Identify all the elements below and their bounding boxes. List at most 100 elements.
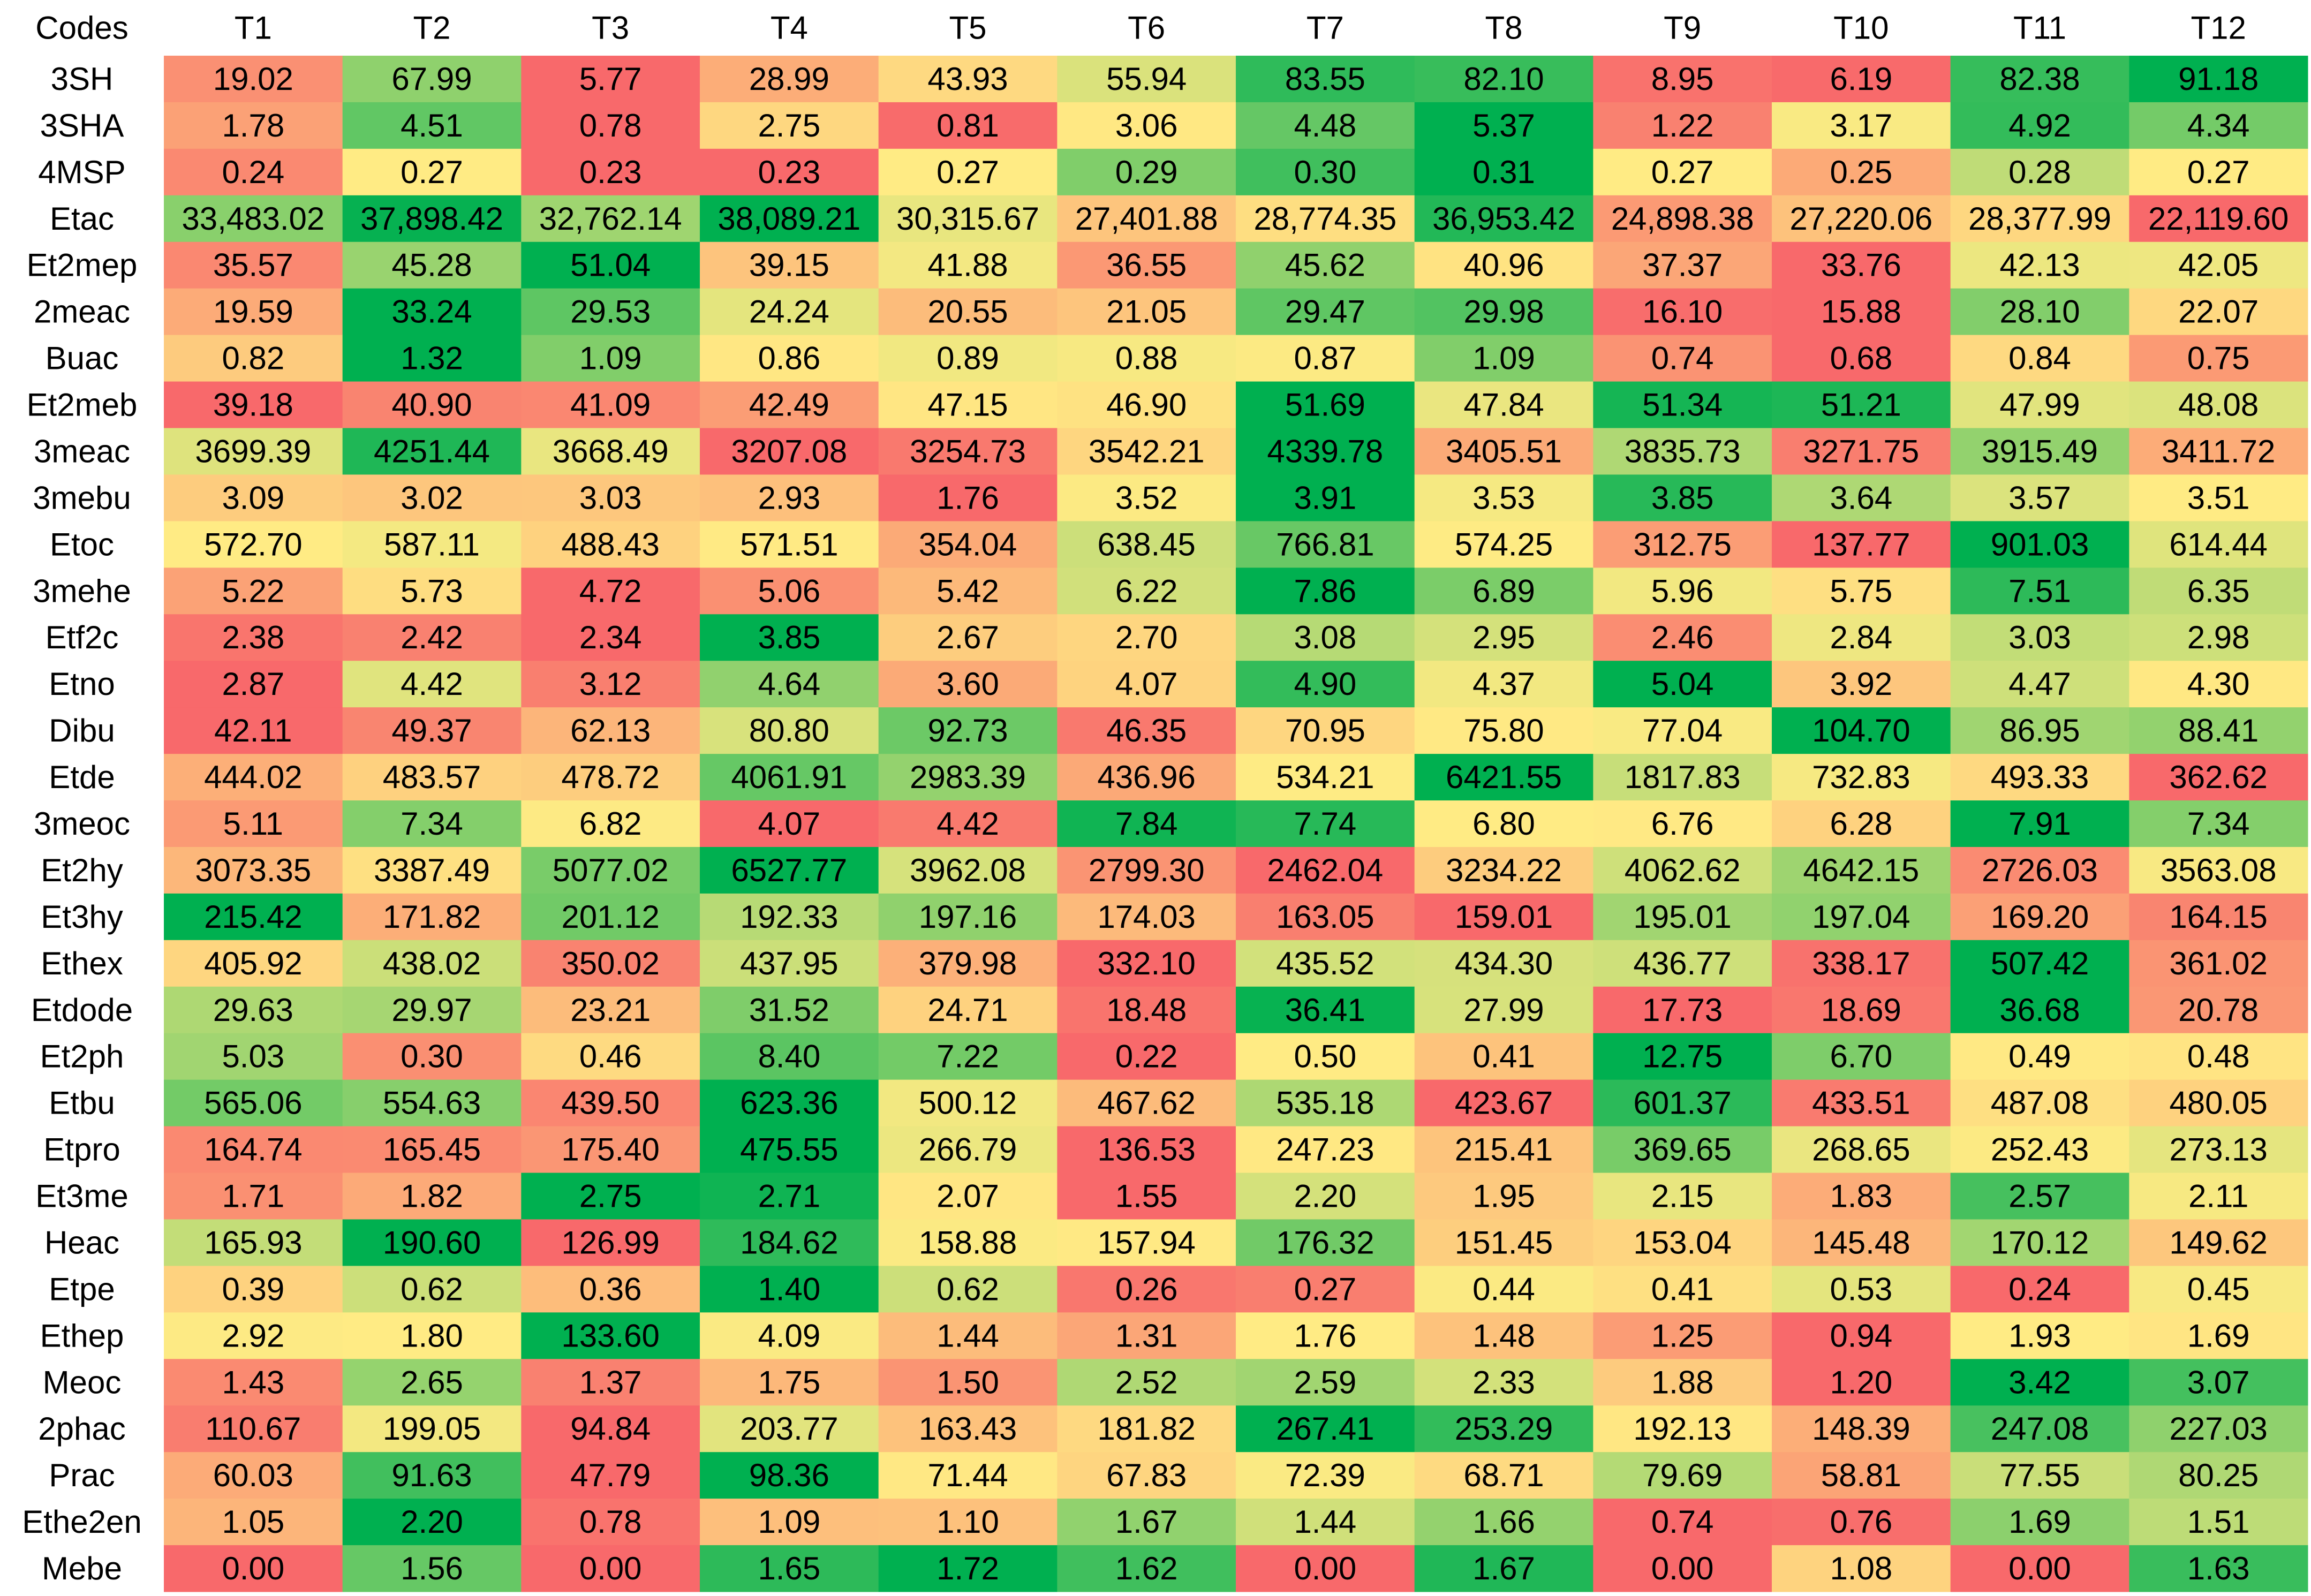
heatmap-cell bbox=[1593, 754, 1772, 801]
cell-value: 55.94 bbox=[1106, 61, 1187, 97]
cell-value: 1.62 bbox=[1115, 1550, 1178, 1586]
heatmap-cell bbox=[1950, 800, 2129, 848]
column-header-t12: T12 bbox=[2191, 10, 2246, 46]
heatmap-cell bbox=[1236, 102, 1415, 149]
cell-value: 82.10 bbox=[1463, 61, 1544, 97]
cell-value: 6.80 bbox=[1472, 806, 1535, 842]
cell-value: 2.34 bbox=[579, 619, 642, 655]
column-header-t10: T10 bbox=[1833, 10, 1889, 46]
cell-value: 5.04 bbox=[1651, 666, 1714, 702]
heatmap-cell bbox=[1593, 381, 1772, 429]
heatmap-cell bbox=[1057, 661, 1236, 708]
cell-value: 0.24 bbox=[2008, 1271, 2071, 1307]
cell-value: 136.53 bbox=[1097, 1132, 1196, 1168]
cell-value: 3254.73 bbox=[910, 433, 1026, 469]
cell-value: 435.52 bbox=[1276, 946, 1374, 981]
heatmap-cell bbox=[1236, 1033, 1415, 1080]
cell-value: 0.50 bbox=[1294, 1039, 1356, 1075]
heatmap-cell bbox=[1414, 1405, 1593, 1453]
heatmap-cell bbox=[342, 986, 522, 1034]
row-header-etbu: Etbu bbox=[49, 1085, 115, 1121]
cell-value: 4.90 bbox=[1294, 666, 1356, 702]
heatmap-cell bbox=[1772, 148, 1951, 196]
heatmap-cell bbox=[2129, 986, 2308, 1034]
cell-value: 7.34 bbox=[2187, 806, 2250, 842]
cell-value: 3271.75 bbox=[1803, 433, 1919, 469]
cell-value: 29.47 bbox=[1285, 294, 1365, 330]
heatmap-cell bbox=[2129, 1359, 2308, 1406]
heatmap-cell bbox=[2129, 1173, 2308, 1220]
cell-value: 565.06 bbox=[204, 1085, 303, 1121]
heatmap-cell bbox=[1593, 148, 1772, 196]
heatmap-cell bbox=[1593, 800, 1772, 848]
cell-value: 75.80 bbox=[1463, 713, 1544, 748]
heatmap-cell bbox=[700, 1126, 879, 1174]
cell-value: 4.72 bbox=[579, 573, 642, 609]
cell-value: 91.63 bbox=[391, 1457, 472, 1493]
cell-value: 41.88 bbox=[927, 247, 1008, 283]
heatmap-cell bbox=[1950, 986, 2129, 1034]
heatmap-cell bbox=[1593, 1266, 1772, 1313]
heatmap-cell bbox=[878, 707, 1058, 754]
heatmap-cell bbox=[1414, 241, 1593, 289]
row-header-etdode: Etdode bbox=[31, 992, 133, 1028]
cell-value: 126.99 bbox=[561, 1224, 660, 1260]
cell-value: 638.45 bbox=[1097, 526, 1196, 562]
cell-value: 0.78 bbox=[579, 108, 642, 143]
cell-value: 0.30 bbox=[401, 1039, 463, 1075]
heatmap-cell bbox=[878, 1499, 1058, 1546]
cell-value: 45.62 bbox=[1285, 247, 1365, 283]
cell-value: 1.44 bbox=[1294, 1504, 1356, 1540]
row-header-3meac: 3meac bbox=[34, 433, 130, 469]
row-header-etf2c: Etf2c bbox=[46, 619, 119, 655]
heatmap-cell bbox=[521, 1266, 700, 1313]
heatmap-cell bbox=[1236, 148, 1415, 196]
heatmap-cell bbox=[1236, 428, 1415, 475]
heatmap-cell bbox=[1057, 521, 1236, 568]
cell-value: 247.08 bbox=[1991, 1411, 2089, 1447]
cell-value: 7.91 bbox=[2008, 806, 2071, 842]
cell-value: 5.73 bbox=[401, 573, 463, 609]
cell-value: 0.00 bbox=[1294, 1550, 1356, 1586]
row-header-etde: Etde bbox=[49, 759, 115, 795]
cell-value: 1.83 bbox=[1830, 1178, 1892, 1214]
cell-value: 354.04 bbox=[919, 526, 1017, 562]
row-header-etac: Etac bbox=[50, 201, 114, 237]
heatmap-cell bbox=[1950, 428, 2129, 475]
heatmap-cell bbox=[2129, 846, 2308, 894]
heatmap-cell-labels: 19.02 67.99 5.77 28.99 43.93 55.94 83.55 82.10 8… bbox=[182, 61, 2289, 1586]
cell-value: 40.96 bbox=[1463, 247, 1544, 283]
cell-value: 0.41 bbox=[1651, 1271, 1714, 1307]
heatmap-cell bbox=[164, 846, 343, 894]
cell-value: 20.78 bbox=[2178, 992, 2259, 1028]
cell-value: 350.02 bbox=[561, 946, 660, 981]
cell-value: 4.48 bbox=[1294, 108, 1356, 143]
row-header-4msp: 4MSP bbox=[38, 154, 125, 190]
cell-value: 1.93 bbox=[2008, 1318, 2071, 1353]
heatmap-cell bbox=[2129, 148, 2308, 196]
cell-value: 4.37 bbox=[1472, 666, 1535, 702]
heatmap-cell bbox=[342, 940, 522, 987]
cell-value: 3.60 bbox=[937, 666, 999, 702]
cell-value: 71.44 bbox=[927, 1457, 1008, 1493]
heatmap-cell bbox=[1414, 800, 1593, 848]
column-header-t3: T3 bbox=[592, 10, 629, 46]
row-header-ethe2en: Ethe2en bbox=[22, 1504, 142, 1540]
cell-value: 0.89 bbox=[937, 341, 999, 376]
cell-value: 253.29 bbox=[1455, 1411, 1553, 1447]
heatmap-cell bbox=[164, 241, 343, 289]
heatmap-cell bbox=[164, 521, 343, 568]
cell-value: 1.08 bbox=[1830, 1550, 1892, 1586]
cell-value: 1.72 bbox=[937, 1550, 999, 1586]
heatmap-cell bbox=[1414, 1452, 1593, 1499]
cell-value: 437.95 bbox=[740, 946, 839, 981]
cell-value: 3.17 bbox=[1830, 108, 1892, 143]
cell-value: 37.37 bbox=[1642, 247, 1723, 283]
cell-value: 0.28 bbox=[2008, 154, 2071, 190]
cell-value: 88.41 bbox=[2178, 713, 2259, 748]
cell-value: 6.22 bbox=[1115, 573, 1178, 609]
cell-value: 22,119.60 bbox=[2148, 201, 2289, 237]
heatmap-cell bbox=[1414, 1173, 1593, 1220]
cell-value: 36.68 bbox=[1999, 992, 2080, 1028]
cell-value: 7.86 bbox=[1294, 573, 1356, 609]
